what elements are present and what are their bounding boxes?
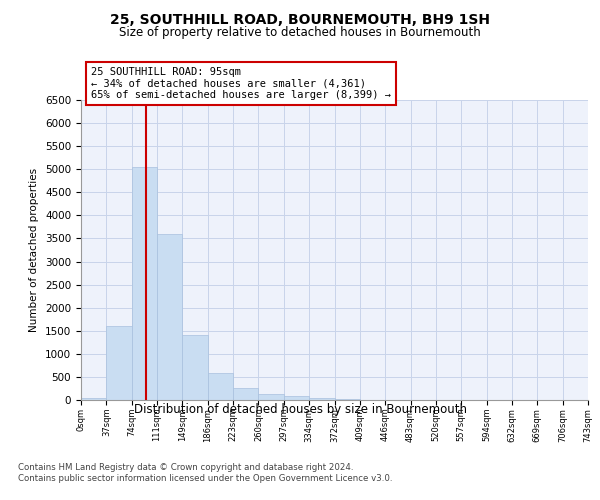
- Bar: [81, 398, 106, 400]
- Bar: [106, 326, 132, 400]
- Y-axis label: Number of detached properties: Number of detached properties: [29, 168, 40, 332]
- Text: 25, SOUTHHILL ROAD, BOURNEMOUTH, BH9 1SH: 25, SOUTHHILL ROAD, BOURNEMOUTH, BH9 1SH: [110, 12, 490, 26]
- Bar: [259, 394, 284, 400]
- Bar: [182, 336, 208, 400]
- Bar: [157, 234, 182, 400]
- Bar: [208, 373, 233, 400]
- Text: Size of property relative to detached houses in Bournemouth: Size of property relative to detached ho…: [119, 26, 481, 39]
- Bar: [335, 398, 360, 400]
- Text: 25 SOUTHHILL ROAD: 95sqm
← 34% of detached houses are smaller (4,361)
65% of sem: 25 SOUTHHILL ROAD: 95sqm ← 34% of detach…: [91, 67, 391, 100]
- Text: Contains public sector information licensed under the Open Government Licence v3: Contains public sector information licen…: [18, 474, 392, 483]
- Bar: [132, 167, 157, 400]
- Bar: [309, 398, 335, 400]
- Bar: [233, 388, 259, 400]
- Bar: [284, 396, 309, 400]
- Text: Distribution of detached houses by size in Bournemouth: Distribution of detached houses by size …: [133, 402, 467, 415]
- Text: Contains HM Land Registry data © Crown copyright and database right 2024.: Contains HM Land Registry data © Crown c…: [18, 462, 353, 471]
